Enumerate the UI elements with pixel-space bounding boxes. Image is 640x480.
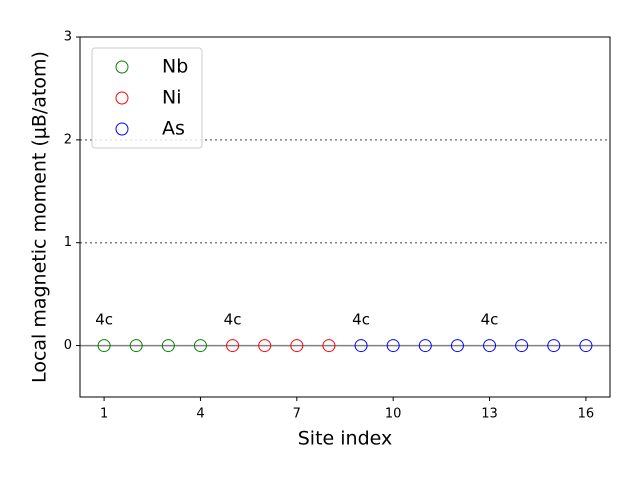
data-point bbox=[129, 339, 143, 353]
y-axis-label: Local magnetic moment (μB/atom) bbox=[29, 51, 51, 383]
data-point bbox=[579, 339, 593, 353]
data-point bbox=[322, 339, 336, 353]
y-tick-label: 2 bbox=[64, 132, 72, 147]
data-point bbox=[483, 339, 497, 353]
y-tick-label: 0 bbox=[64, 338, 72, 353]
x-tick-label: 4 bbox=[196, 407, 204, 422]
annotation: 4c bbox=[95, 310, 113, 328]
annotation: 4c bbox=[481, 310, 499, 328]
x-tick-label: 1 bbox=[100, 407, 108, 422]
legend-label: As bbox=[162, 118, 185, 140]
data-point bbox=[290, 339, 304, 353]
annotation: 4c bbox=[352, 310, 370, 328]
x-tick-label: 10 bbox=[385, 407, 402, 422]
data-point bbox=[547, 339, 561, 353]
data-point bbox=[450, 339, 464, 353]
data-point bbox=[193, 339, 207, 353]
data-point bbox=[258, 339, 272, 353]
plot-frame bbox=[79, 36, 611, 398]
legend-marker bbox=[115, 122, 129, 136]
legend-label: Ni bbox=[162, 87, 182, 109]
y-tick-label: 3 bbox=[64, 30, 72, 45]
annotation: 4c bbox=[224, 310, 242, 328]
x-tick-label: 7 bbox=[293, 407, 301, 422]
x-axis-label: Site index bbox=[298, 428, 393, 450]
legend-label: Nb bbox=[162, 56, 188, 78]
legend-marker bbox=[115, 91, 129, 105]
legend-marker bbox=[115, 60, 129, 74]
data-point bbox=[515, 339, 529, 353]
x-tick-label: 16 bbox=[578, 407, 595, 422]
data-point bbox=[386, 339, 400, 353]
data-point bbox=[97, 339, 111, 353]
data-point bbox=[161, 339, 175, 353]
data-point bbox=[354, 339, 368, 353]
y-tick-label: 1 bbox=[64, 235, 72, 250]
data-point bbox=[226, 339, 240, 353]
data-point bbox=[418, 339, 432, 353]
x-tick-label: 13 bbox=[481, 407, 498, 422]
